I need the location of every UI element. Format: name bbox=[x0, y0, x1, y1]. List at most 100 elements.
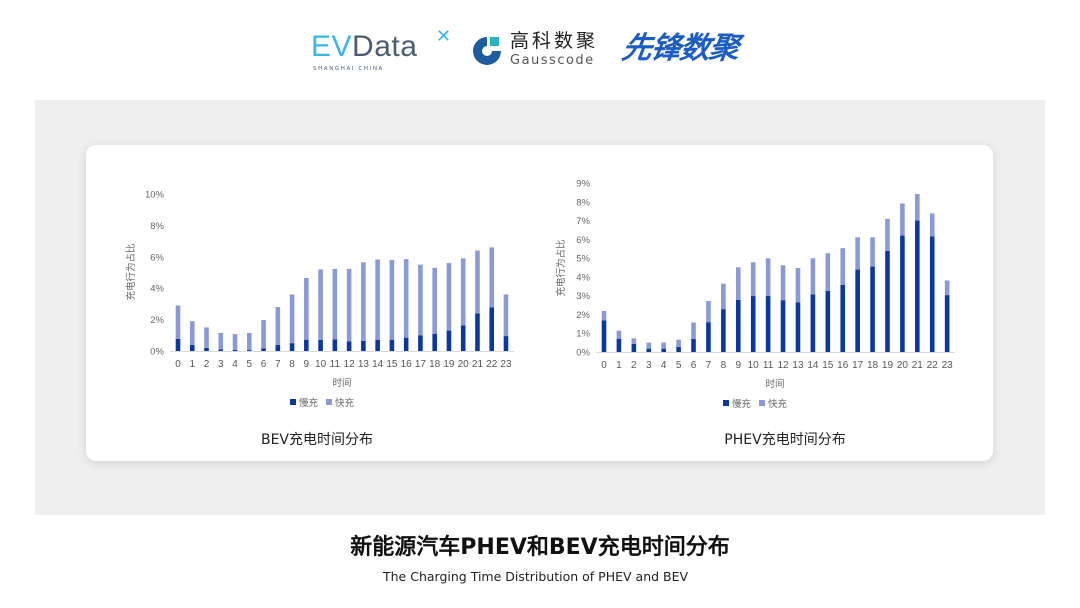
phev-bar-slow-9 bbox=[735, 299, 741, 352]
phev-bar-slow-11 bbox=[765, 296, 771, 352]
bev-x-axis-title: 时间 bbox=[332, 377, 351, 389]
phev-y-tick-label: 4% bbox=[576, 272, 590, 283]
bev-y-tick-label: 4% bbox=[150, 284, 164, 295]
bev-bar-fast-4 bbox=[232, 334, 238, 350]
phev-x-tick-label: 14 bbox=[807, 360, 819, 371]
phev-bar-fast-21 bbox=[915, 194, 920, 221]
bev-bar-slow-19 bbox=[446, 330, 452, 351]
bev-bar-slow-1 bbox=[189, 345, 195, 351]
phev-bar-slow-19 bbox=[885, 250, 890, 352]
phev-bar-fast-0 bbox=[601, 310, 607, 321]
bev-bar-fast-1 bbox=[189, 321, 195, 346]
bev-y-tick-label: 0% bbox=[150, 347, 164, 358]
bev-bar-fast-6 bbox=[261, 320, 266, 349]
phev-x-tick-label: 1 bbox=[616, 360, 622, 371]
phev-bar-slow-10 bbox=[750, 296, 756, 352]
phev-bar-slow-5 bbox=[676, 346, 681, 352]
phev-x-tick-label: 16 bbox=[837, 360, 849, 371]
bev-bar-slow-6 bbox=[261, 348, 266, 351]
bev-bar-fast-15 bbox=[389, 259, 395, 340]
phev-bar-fast-9 bbox=[735, 267, 741, 300]
phev-bar-slow-14 bbox=[810, 294, 816, 352]
bev-bar-slow-22 bbox=[489, 307, 495, 351]
bev-bar-slow-17 bbox=[418, 335, 423, 351]
phev-bar-fast-20 bbox=[900, 203, 905, 236]
phev-x-tick-label: 7 bbox=[706, 360, 712, 371]
bev-x-tick-label: 21 bbox=[472, 359, 484, 370]
phev-x-tick-label: 6 bbox=[691, 360, 697, 371]
phev-bar-fast-8 bbox=[721, 283, 726, 310]
gausscode-logo-cn: 高科数聚 bbox=[510, 30, 599, 52]
bev-x-tick-label: 14 bbox=[372, 359, 384, 370]
bev-bar-fast-3 bbox=[218, 332, 224, 350]
phev-x-tick-label: 12 bbox=[777, 360, 789, 371]
bev-x-tick-label: 10 bbox=[315, 359, 327, 370]
phev-y-tick-label: 0% bbox=[576, 348, 590, 359]
bev-bar-slow-18 bbox=[432, 333, 437, 351]
bev-bar-slow-16 bbox=[403, 337, 409, 351]
phev-bar-fast-15 bbox=[825, 253, 831, 291]
phev-bar-slow-17 bbox=[855, 269, 860, 352]
bev-x-tick-label: 18 bbox=[429, 359, 441, 370]
bev-bar-slow-20 bbox=[460, 325, 466, 351]
phev-bar-fast-6 bbox=[691, 322, 696, 339]
bev-bar-slow-4 bbox=[232, 349, 238, 351]
bev-x-tick-label: 20 bbox=[458, 359, 470, 370]
bev-bar-slow-15 bbox=[389, 339, 395, 351]
bev-x-tick-label: 1 bbox=[189, 359, 195, 370]
phev-bar-fast-3 bbox=[646, 342, 652, 349]
phev-bar-slow-16 bbox=[840, 284, 846, 352]
bev-bar-fast-5 bbox=[247, 332, 252, 351]
phev-bar-slow-13 bbox=[795, 302, 801, 352]
phev-y-axis-title: 充电行为占比 bbox=[555, 239, 567, 296]
phev-bar-slow-18 bbox=[870, 266, 875, 352]
bev-x-tick-label: 6 bbox=[261, 359, 267, 370]
phev-bar-fast-7 bbox=[706, 301, 711, 323]
phev-x-tick-label: 8 bbox=[721, 360, 727, 371]
phev-bar-slow-22 bbox=[929, 236, 935, 352]
bev-bar-slow-9 bbox=[304, 339, 309, 351]
bev-bar-fast-13 bbox=[361, 262, 366, 341]
bev-bar-fast-14 bbox=[375, 259, 380, 340]
bev-x-tick-label: 8 bbox=[289, 359, 295, 370]
phev-x-tick-label: 17 bbox=[852, 360, 864, 371]
phev-x-tick-label: 9 bbox=[735, 360, 741, 371]
bev-bar-fast-7 bbox=[275, 307, 281, 346]
phev-x-tick-label: 23 bbox=[942, 360, 954, 371]
phev-y-tick-label: 7% bbox=[576, 216, 590, 227]
bev-bar-slow-8 bbox=[289, 343, 295, 351]
gausscode-logo-en: Gausscode bbox=[510, 53, 595, 68]
bev-bar-fast-16 bbox=[403, 259, 409, 338]
bev-x-tick-label: 16 bbox=[401, 359, 413, 370]
phev-chart-title: PHEV充电时间分布 bbox=[724, 432, 846, 448]
bev-x-tick-label: 5 bbox=[247, 359, 253, 370]
bev-bar-slow-11 bbox=[332, 339, 338, 351]
bev-bar-slow-2 bbox=[204, 347, 209, 351]
bev-bar-fast-9 bbox=[304, 277, 309, 340]
phev-x-tick-label: 13 bbox=[792, 360, 804, 371]
bev-x-tick-label: 23 bbox=[500, 359, 512, 370]
phev-legend-slow-swatch bbox=[723, 400, 729, 406]
phev-x-tick-label: 4 bbox=[661, 360, 667, 371]
bev-bar-slow-12 bbox=[346, 341, 352, 351]
phev-bar-slow-23 bbox=[944, 295, 950, 352]
phev-legend-fast-label: 快充 bbox=[768, 398, 788, 410]
phev-legend-slow-label: 慢充 bbox=[732, 398, 752, 410]
phev-bar-slow-20 bbox=[900, 235, 905, 352]
phev-y-tick-label: 2% bbox=[576, 310, 590, 321]
bev-y-tick-label: 10% bbox=[145, 190, 165, 201]
phev-bar-fast-18 bbox=[870, 237, 875, 267]
bev-x-tick-label: 0 bbox=[175, 359, 181, 370]
bev-bar-fast-12 bbox=[346, 268, 352, 342]
phev-x-tick-label: 5 bbox=[676, 360, 682, 371]
phev-bar-fast-19 bbox=[885, 218, 890, 251]
evdata-logo-ev: EV bbox=[311, 30, 353, 63]
bev-x-tick-label: 15 bbox=[386, 359, 398, 370]
bev-y-tick-label: 8% bbox=[150, 221, 164, 232]
phev-bar-slow-12 bbox=[780, 300, 786, 352]
bev-x-tick-label: 9 bbox=[304, 359, 310, 370]
phev-x-tick-label: 20 bbox=[897, 360, 909, 371]
phev-bar-fast-1 bbox=[616, 330, 622, 339]
bev-bar-slow-21 bbox=[475, 313, 480, 351]
phev-bar-slow-0 bbox=[601, 320, 607, 352]
